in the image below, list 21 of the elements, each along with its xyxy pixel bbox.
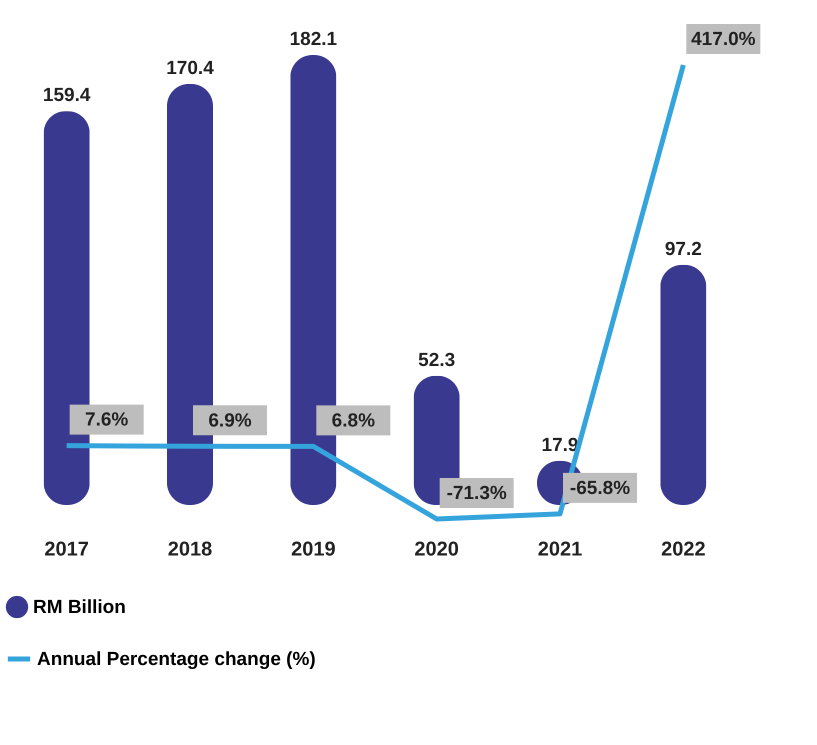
x-tick-label: 2020 [414, 538, 459, 560]
bar [660, 264, 706, 505]
x-tick-label: 2022 [661, 538, 706, 560]
x-tick-label: 2018 [168, 538, 212, 560]
data-label: -65.8% [570, 478, 630, 499]
data-label: 6.8% [332, 410, 376, 432]
data-label: -71.3% [446, 483, 507, 504]
data-label: 7.6% [85, 410, 128, 431]
legend-label: Annual Percentage change (%) [37, 649, 316, 670]
legend-label: RM Billion [33, 597, 126, 618]
x-tick-label: 2021 [538, 538, 582, 560]
data-label: 182.1 [290, 29, 338, 50]
x-tick-label: 2019 [291, 538, 336, 560]
data-label: 52.3 [418, 350, 456, 371]
data-label: 97.2 [664, 238, 702, 260]
data-label: 6.9% [208, 410, 252, 432]
data-label: 170.4 [166, 58, 214, 79]
data-label: 17.9 [542, 434, 578, 456]
data-label: 417.0% [691, 29, 756, 50]
data-label: 159.4 [42, 85, 91, 106]
x-tick-label: 2017 [44, 538, 89, 560]
